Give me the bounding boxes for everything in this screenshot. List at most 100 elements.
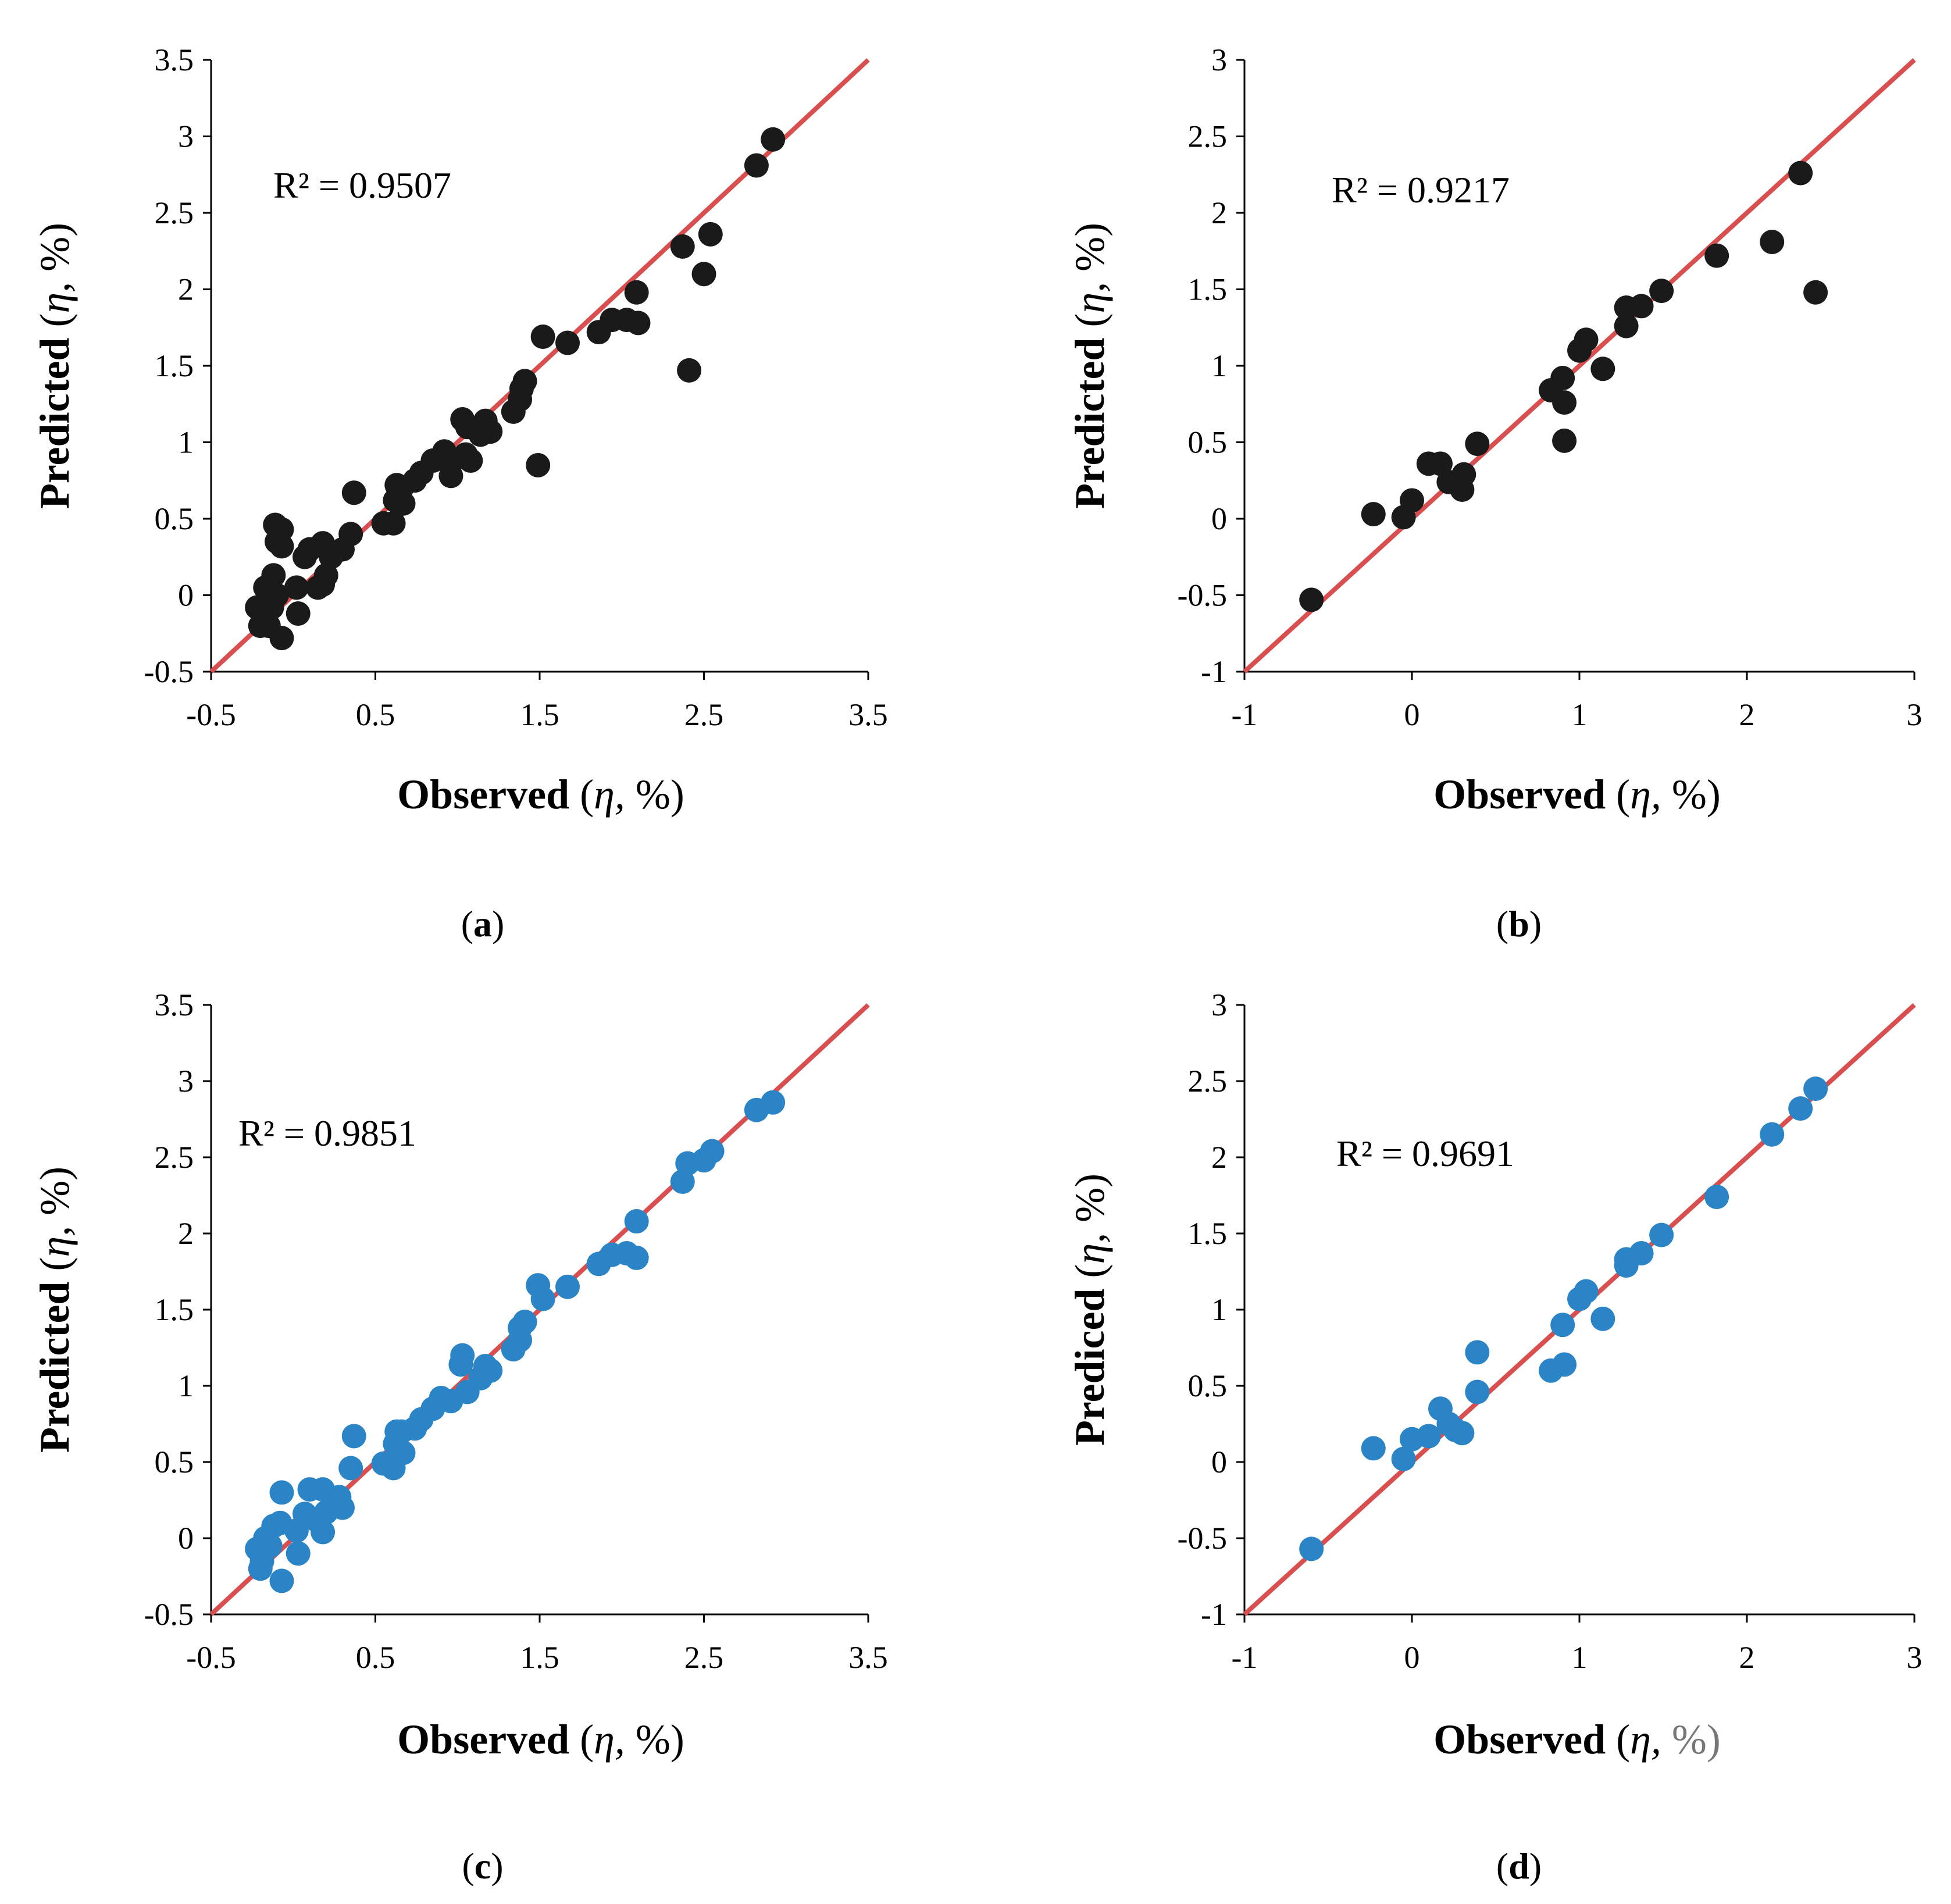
data-point <box>1590 1306 1615 1331</box>
y-tick-label: 2 <box>1211 195 1227 230</box>
y-tick-label: 2.5 <box>155 1140 194 1175</box>
y-tick-label: 2.5 <box>155 195 194 230</box>
panel-label-letter: b <box>1508 903 1529 944</box>
x-tick-label: 1 <box>1572 697 1588 732</box>
data-point <box>1465 432 1490 457</box>
y-tick-label: 0.5 <box>1188 425 1228 460</box>
y-tick-label: 0.5 <box>1188 1368 1228 1403</box>
panel-label-close: ) <box>491 1845 503 1887</box>
data-point <box>1416 451 1441 476</box>
data-point <box>677 358 702 383</box>
data-point <box>1614 313 1639 338</box>
data-point <box>1704 1185 1729 1210</box>
y-tick-label: 0.5 <box>155 1445 194 1479</box>
chart-panel-a: -0.5 0 0.5 1 1.5 2 2.5 3 3.5 -0.5 0.5 1.5 2.5 3.5 R² =… <box>31 42 888 944</box>
data-point <box>1361 1436 1386 1461</box>
y-tick-label: 1 <box>178 425 194 460</box>
data-point <box>1788 161 1813 186</box>
x-axis-title: Observed (η, %) <box>397 771 684 818</box>
x-axis-title-main: Observed <box>1433 771 1616 818</box>
data-point <box>1803 1076 1828 1101</box>
data-point <box>624 1209 649 1234</box>
x-tick-label: 2.5 <box>684 1640 724 1675</box>
y-tick-label: 3 <box>1211 42 1227 77</box>
panel-label: (b) <box>1496 903 1542 944</box>
data-point <box>586 1251 611 1277</box>
data-point <box>675 1151 700 1176</box>
data-point <box>744 1097 769 1122</box>
panel-label-letter: c <box>475 1845 491 1887</box>
y-tick-label: 3.5 <box>155 987 194 1022</box>
x-axis-title-main: Observed <box>1433 1716 1616 1763</box>
data-point <box>1552 390 1577 415</box>
y-axis-title-paren: ( <box>31 313 78 327</box>
y-axis-title-main: Predicted <box>31 327 78 509</box>
x-axis-title-unit: %) <box>1661 1716 1721 1763</box>
x-axis-title-unit: %) <box>1661 771 1721 818</box>
data-point <box>1614 295 1639 320</box>
y-axis-title-unit: %) <box>1067 223 1113 282</box>
r-squared-label: R² = 0.9851 <box>238 1113 416 1154</box>
x-tick-label: 0 <box>1404 1640 1420 1675</box>
data-point <box>293 544 318 569</box>
panel-label-letter: a <box>473 903 492 944</box>
y-axis-title-paren: ( <box>31 1257 78 1271</box>
y-tick-label: 0 <box>178 578 194 613</box>
chart-panel-c: -0.5 0 0.5 1 1.5 2 2.5 3 3.5 -0.5 0.5 1.5 2.5 3.5 R² =… <box>31 987 888 1887</box>
y-axis-title: Predicted (η, %) <box>1067 223 1113 509</box>
y-axis-title-eta: η, <box>1067 282 1113 313</box>
x-axis-title-eta: η, <box>1630 771 1661 818</box>
y-tick-label: 3.5 <box>155 42 194 77</box>
x-axis-title-paren: ( <box>1616 771 1630 818</box>
data-point <box>269 1568 294 1593</box>
data-point <box>1649 1222 1674 1247</box>
x-axis-title-main: Observed <box>397 1716 580 1763</box>
data-point <box>501 1337 526 1362</box>
y-tick-label: 1.5 <box>1188 1216 1228 1251</box>
data-point <box>526 1273 551 1298</box>
y-tick-label: 1.5 <box>155 1292 194 1327</box>
data-point <box>269 626 294 651</box>
x-axis-title-unit: %) <box>625 771 684 818</box>
x-axis-title-paren: ( <box>580 1716 594 1763</box>
data-point <box>265 529 289 554</box>
data-point <box>670 234 695 259</box>
data-point <box>555 330 580 355</box>
data-point <box>1760 229 1785 254</box>
y-axis-title: Predicted (η, %) <box>31 1167 78 1453</box>
panel-label-open: ( <box>462 1845 474 1887</box>
x-axis-title-paren: ( <box>1616 1716 1630 1763</box>
x-tick-label: -1 <box>1232 697 1258 732</box>
data-point <box>284 575 309 600</box>
data-point <box>371 1451 396 1476</box>
x-axis-title-unit: %) <box>625 1716 684 1763</box>
data-point <box>698 222 723 247</box>
data-point <box>245 595 270 620</box>
r-squared-label: R² = 0.9507 <box>273 165 451 206</box>
data-point <box>586 320 611 345</box>
y-tick-label: 3 <box>178 1064 194 1099</box>
r-squared-label: R² = 0.9217 <box>1332 169 1510 211</box>
data-point <box>297 1477 322 1502</box>
data-point <box>269 1480 294 1505</box>
y-axis-title-main: Predicted <box>1067 327 1113 509</box>
data-point <box>761 127 786 152</box>
panel-label-close: ) <box>1529 1845 1542 1887</box>
data-point <box>1567 338 1592 363</box>
data-point <box>383 1431 408 1456</box>
y-tick-label: 1 <box>1211 1292 1227 1327</box>
data-point <box>1788 1096 1813 1121</box>
y-axis-title-eta: η, <box>31 1226 78 1257</box>
data-point <box>341 1424 366 1449</box>
data-point <box>744 153 769 178</box>
x-axis-title-eta: η, <box>594 771 625 818</box>
data-point <box>450 407 475 432</box>
data-point <box>501 399 526 424</box>
y-axis-title-paren: ( <box>1067 313 1113 327</box>
fit-line <box>1243 58 1916 673</box>
data-point <box>1550 1313 1575 1338</box>
x-axis-title-eta: η, <box>594 1716 625 1763</box>
data-point <box>624 280 649 305</box>
x-tick-label: 3 <box>1907 1640 1923 1675</box>
x-tick-label: 1.5 <box>520 1640 559 1675</box>
